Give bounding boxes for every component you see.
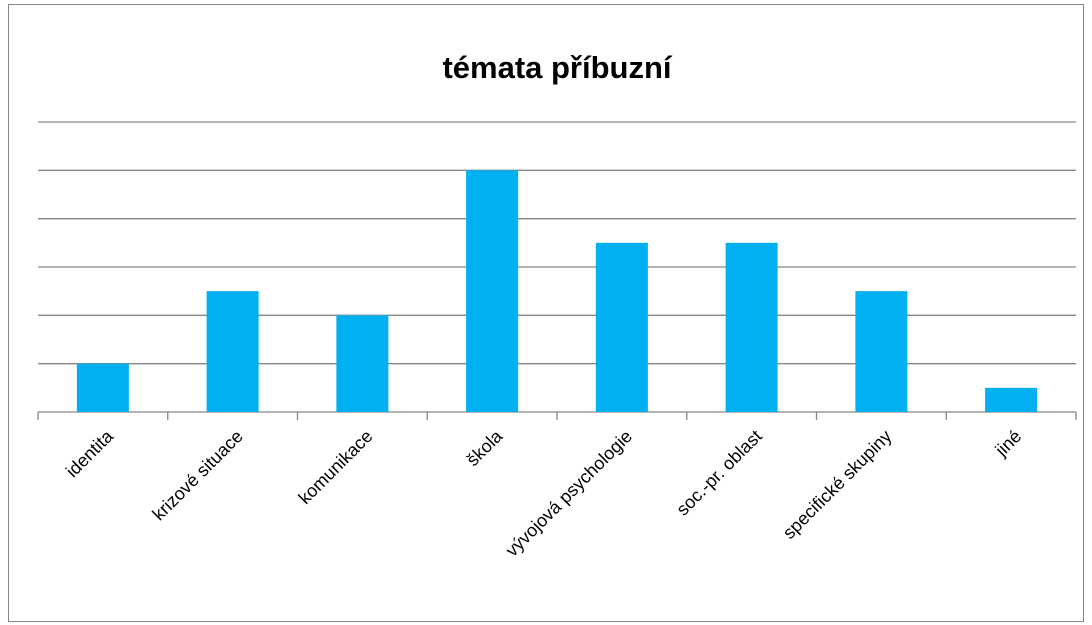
bar <box>336 315 389 412</box>
bar <box>595 242 648 412</box>
bar <box>985 387 1038 412</box>
bar <box>466 170 519 412</box>
bar <box>76 363 129 412</box>
bar <box>855 291 908 412</box>
chart-title: témata příbuzní <box>442 50 672 85</box>
bar <box>725 242 778 412</box>
bar <box>206 291 259 412</box>
